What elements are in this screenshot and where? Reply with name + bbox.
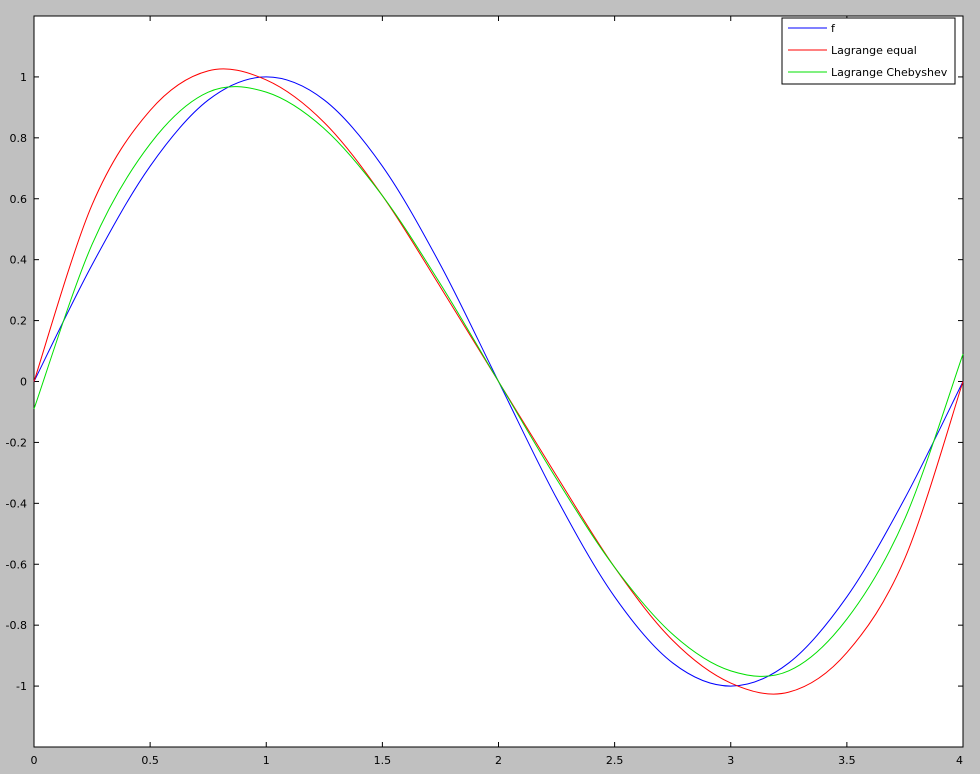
y-tick-label: 0.4 <box>10 254 28 267</box>
series-lines <box>33 68 964 695</box>
y-tick-label: -0.8 <box>6 619 27 632</box>
x-tick-label: 3.5 <box>838 754 856 767</box>
x-tick-label: 3 <box>727 754 734 767</box>
legend: f Lagrange equal Lagrange Chebyshev <box>781 17 956 85</box>
legend-label-2: Lagrange Chebyshev <box>831 66 948 79</box>
x-tick-label: 0 <box>31 754 38 767</box>
y-tick-label: 0.6 <box>10 193 28 206</box>
axis-ticks: 0 0.5 1 1.5 2 2.5 3 3.5 4 -1 -0.8 -0.6 -0.4 -0.2 0 0.2 0… <box>6 16 964 767</box>
y-tick-label: 0.8 <box>10 132 28 145</box>
y-tick-label: 0.2 <box>10 315 28 328</box>
y-tick-label: -0.2 <box>6 436 27 449</box>
legend-label-1: Lagrange equal <box>831 44 917 57</box>
x-tick-label: 1.5 <box>374 754 392 767</box>
x-tick-label: 2.5 <box>606 754 624 767</box>
y-tick-label: 0 <box>20 376 27 389</box>
legend-box <box>781 17 956 85</box>
x-tick-label: 2 <box>495 754 502 767</box>
y-tick-label: -1 <box>16 680 27 693</box>
x-tick-label: 1 <box>263 754 270 767</box>
legend-label-0: f <box>831 22 836 35</box>
x-tick-label: 0.5 <box>141 754 159 767</box>
x-tick-label: 4 <box>956 754 963 767</box>
series-line-2 <box>33 86 964 677</box>
y-tick-label: 1 <box>20 71 27 84</box>
y-tick-label: -0.6 <box>6 558 27 571</box>
y-tick-label: -0.4 <box>6 497 27 510</box>
